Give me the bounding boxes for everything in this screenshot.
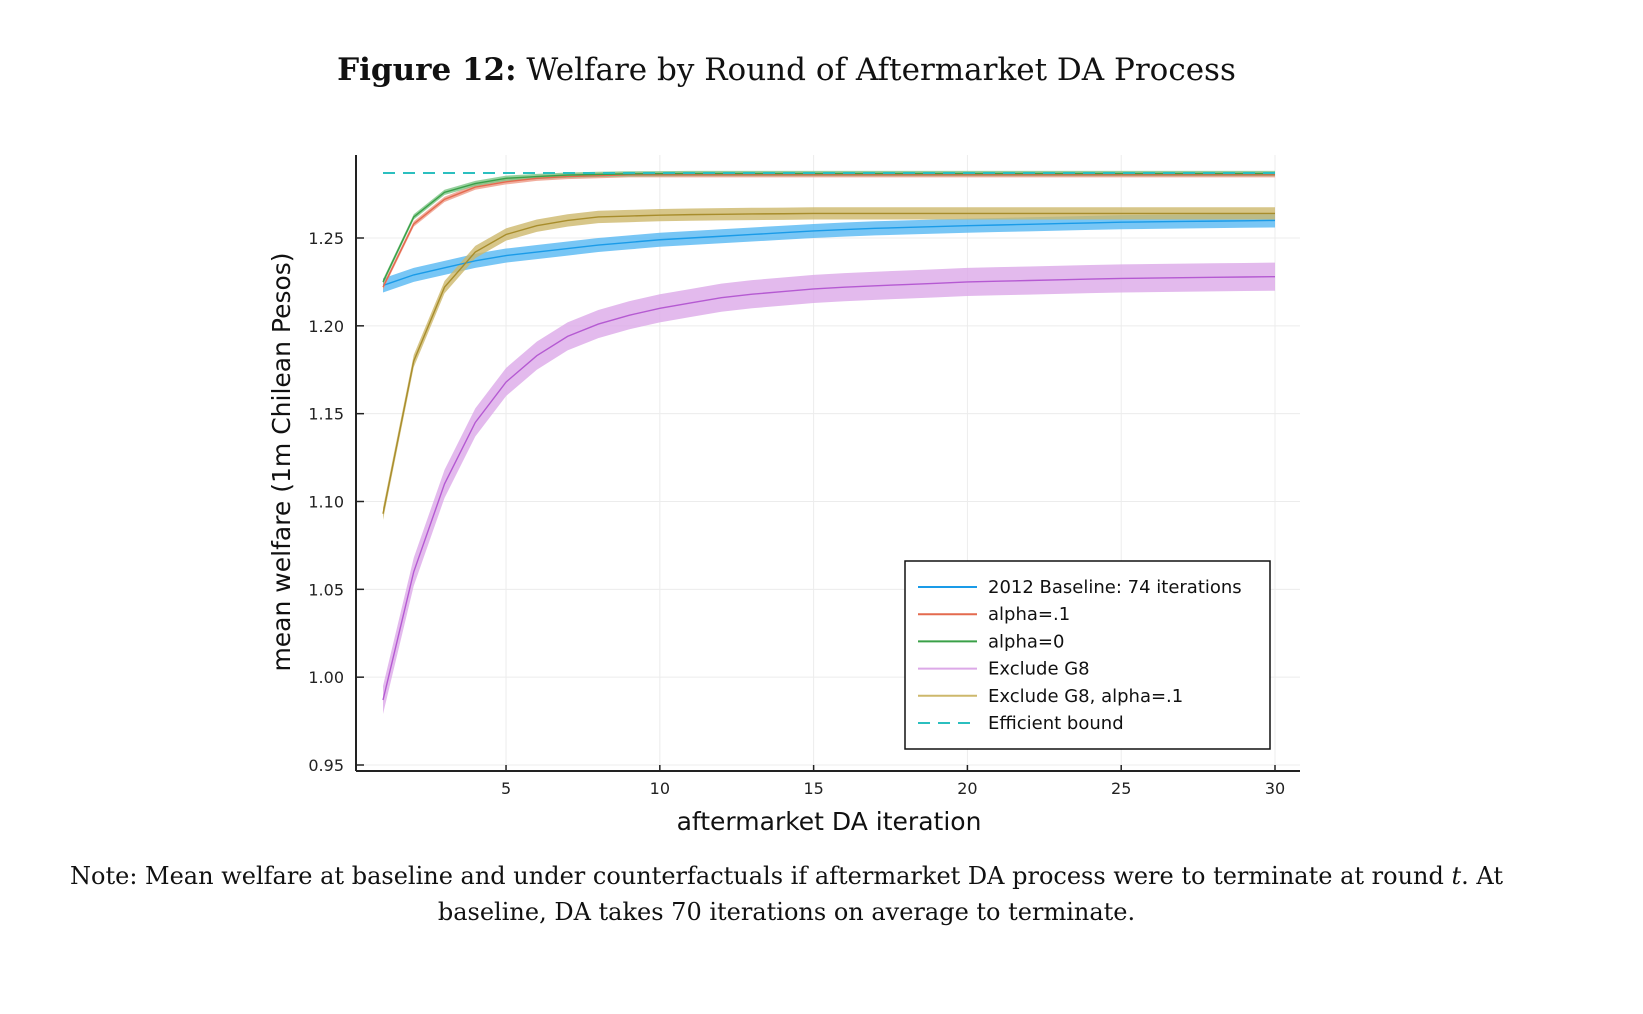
y-tick-label: 1.00: [308, 668, 344, 687]
line-series-1: [382, 174, 1275, 288]
legend: 2012 Baseline: 74 iterations alpha=.1 alph…: [904, 560, 1271, 750]
line-series-3: [382, 275, 1276, 701]
series-lines: [382, 172, 1276, 701]
axes: [355, 155, 1300, 772]
x-ticks: 5 10 15 20 25 30: [501, 765, 1285, 798]
y-tick-label: 1.10: [308, 493, 344, 512]
x-tick-label: 20: [957, 779, 977, 798]
y-tick-label: 0.95: [308, 756, 344, 775]
legend-label: Exclude G8, alpha=.1: [988, 686, 1183, 707]
chart: 5 10 15 20 25 30 0.95 1.00 1.05 1.10 1.15 1.20 1.25…: [267, 155, 1300, 836]
x-tick-label: 5: [501, 779, 511, 798]
legend-label: Efficient bound: [988, 713, 1124, 734]
x-axis-label: aftermarket DA iteration: [677, 807, 982, 836]
legend-label: alpha=.1: [988, 604, 1070, 625]
line-series-4: [382, 212, 1275, 514]
x-tick-label: 10: [650, 779, 670, 798]
y-tick-label: 1.25: [308, 229, 344, 248]
x-tick-label: 15: [803, 779, 823, 798]
y-axis-label: mean welfare (1m Chilean Pesos): [267, 252, 296, 671]
y-tick-label: 1.20: [308, 317, 344, 336]
figure-title-text: Welfare by Round of Aftermarket DA Proce…: [526, 52, 1236, 88]
legend-box: [904, 560, 1271, 750]
line-series-0: [382, 219, 1276, 287]
legend-label: 2012 Baseline: 74 iterations: [988, 577, 1242, 598]
x-tick-label: 25: [1111, 779, 1131, 798]
y-tick-label: 1.15: [308, 405, 344, 424]
legend-label: Exclude G8: [988, 659, 1090, 680]
x-tick-label: 30: [1265, 779, 1285, 798]
y-tick-label: 1.05: [308, 580, 344, 599]
figure-caption: Note: Mean welfare at baseline and under…: [20, 858, 1553, 930]
caption-variable: t: [1451, 862, 1462, 890]
band-series-2: [383, 170, 1275, 285]
y-ticks: 0.95 1.00 1.05 1.10 1.15 1.20 1.25: [308, 229, 364, 775]
figure-label: Figure 12:: [337, 52, 517, 88]
figure-title: Figure 12: Welfare by Round of Aftermark…: [0, 52, 1573, 88]
caption-text-1: Note: Mean welfare at baseline and under…: [70, 862, 1452, 890]
legend-label: alpha=0: [988, 631, 1064, 652]
caption-text-2: . At baseline, DA takes 70 iterations on…: [437, 862, 1503, 926]
